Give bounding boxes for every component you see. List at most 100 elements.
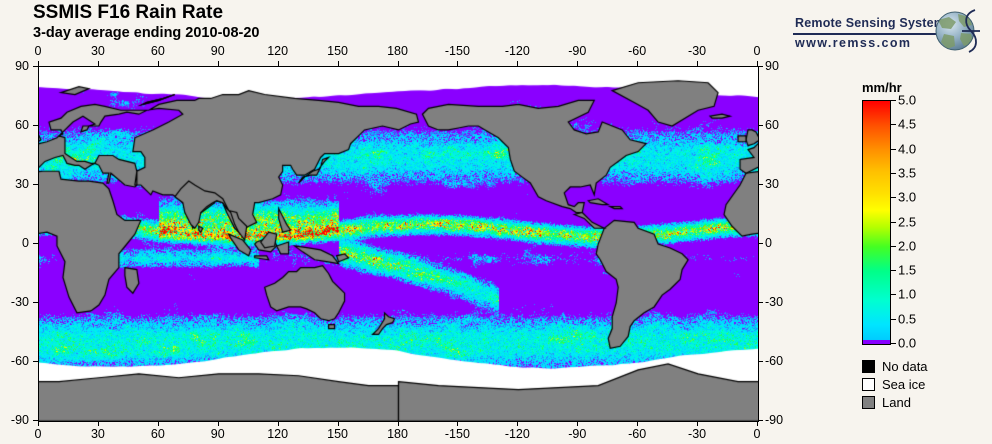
x-tick-top-10: [637, 61, 639, 66]
logo-divider: [793, 33, 941, 35]
y-tick-label-left-0: 90: [15, 59, 29, 73]
x-tick-label-top-10: -60: [628, 44, 647, 58]
x-tick-top-0: [38, 61, 39, 66]
x-tick-top-5: [337, 61, 339, 66]
x-tick-label-top-0: 0: [34, 44, 42, 58]
x-tick-label-top-3: 90: [210, 44, 225, 58]
x-tick-bottom-10: [637, 421, 639, 426]
logo-website-url: www.remss.com: [795, 36, 912, 50]
legend-label-2: Land: [882, 395, 911, 410]
colorbar-tick-9: [890, 318, 896, 320]
colorbar-tick-1: [890, 124, 896, 126]
x-tick-label-top-7: -150: [444, 44, 470, 58]
x-tick-bottom-1: [97, 421, 99, 426]
x-tick-label-bottom-9: -90: [568, 427, 587, 441]
y-tick-label-left-1: 60: [15, 118, 29, 132]
x-tick-bottom-6: [397, 421, 399, 426]
x-tick-bottom-8: [517, 421, 519, 426]
y-tick-label-right-3: 0: [765, 236, 772, 250]
colorbar-gradient: [862, 100, 891, 345]
rain-rate-map: [39, 67, 758, 421]
colorbar-tick-label-9: 0.5: [898, 311, 917, 327]
colorbar-tick-label-8: 1.0: [898, 286, 917, 302]
x-tick-top-9: [577, 61, 579, 66]
y-tick-left-4: [33, 302, 38, 303]
map-plot-area: [38, 66, 759, 422]
x-tick-bottom-0: [38, 421, 39, 426]
x-tick-bottom-4: [277, 421, 279, 426]
x-tick-label-bottom-12: 0: [753, 427, 761, 441]
x-tick-label-top-8: -120: [504, 44, 530, 58]
colorbar-tick-7: [890, 270, 896, 272]
remss-logo: Remote Sensing Systems www.remss.com: [793, 8, 985, 54]
x-tick-bottom-2: [157, 421, 159, 426]
colorbar-tick-label-5: 2.5: [898, 214, 917, 229]
y-tick-label-left-6: -90: [10, 413, 29, 427]
x-tick-top-7: [457, 61, 459, 66]
y-tick-right-4: [758, 302, 763, 303]
x-tick-label-bottom-3: 90: [210, 427, 225, 441]
x-tick-bottom-9: [577, 421, 579, 426]
y-tick-right-5: [758, 361, 763, 362]
colorbar-tick-10: [890, 343, 896, 344]
colorbar-unit-label: mm/hr: [862, 80, 902, 95]
y-tick-label-left-3: 0: [22, 236, 29, 250]
x-tick-top-1: [97, 61, 99, 66]
y-tick-right-2: [758, 184, 763, 185]
x-tick-bottom-12: [757, 421, 758, 426]
y-tick-label-right-2: 30: [765, 177, 779, 191]
x-tick-top-4: [277, 61, 279, 66]
map-panel: [38, 66, 759, 422]
colorbar-tick-8: [890, 294, 896, 296]
x-tick-bottom-5: [337, 421, 339, 426]
x-tick-label-bottom-5: 150: [327, 427, 349, 441]
x-tick-label-bottom-4: 120: [267, 427, 289, 441]
globe-icon: [935, 9, 980, 53]
colorbar-tick-6: [890, 245, 896, 247]
colorbar-tick-5: [890, 221, 896, 223]
colorbar-tick-label-7: 1.5: [898, 262, 917, 278]
x-tick-label-bottom-0: 0: [34, 427, 42, 441]
colorbar-tick-label-0: 5.0: [898, 92, 917, 108]
y-tick-label-left-5: -60: [10, 354, 29, 368]
x-tick-label-top-9: -90: [568, 44, 587, 58]
x-tick-label-top-12: 0: [753, 44, 761, 58]
legend-swatch-1: [862, 378, 875, 391]
y-tick-label-right-5: -60: [765, 354, 784, 368]
colorbar-tick-2: [890, 148, 896, 150]
x-tick-top-8: [517, 61, 519, 66]
y-tick-left-3: [33, 243, 38, 244]
x-tick-bottom-7: [457, 421, 459, 426]
y-tick-left-0: [33, 66, 38, 67]
y-tick-label-left-2: 30: [15, 177, 29, 191]
y-tick-left-2: [33, 184, 38, 185]
y-tick-left-1: [33, 125, 38, 126]
y-tick-label-right-0: 90: [765, 59, 779, 73]
x-tick-top-11: [697, 61, 699, 66]
x-tick-label-top-2: 60: [150, 44, 165, 58]
x-tick-top-3: [217, 61, 219, 66]
x-tick-label-bottom-11: -30: [688, 427, 707, 441]
x-tick-top-12: [757, 61, 758, 66]
legend-swatch-2: [862, 396, 875, 409]
x-tick-bottom-3: [217, 421, 219, 426]
y-tick-left-6: [33, 420, 38, 421]
x-tick-label-bottom-8: -120: [504, 427, 530, 441]
colorbar-tick-label-10: 0.0: [898, 335, 917, 351]
legend-item-2: Land: [862, 394, 982, 411]
x-tick-label-bottom-2: 60: [150, 427, 165, 441]
x-tick-label-bottom-7: -150: [444, 427, 470, 441]
legend-item-0: No data: [862, 358, 982, 375]
colorbar-tick-4: [890, 197, 896, 199]
legend-label-0: No data: [882, 359, 928, 374]
colorbar-tick-label-1: 4.5: [898, 116, 917, 132]
x-tick-label-top-6: 180: [387, 44, 408, 58]
x-tick-top-2: [157, 61, 159, 66]
colorbar-tick-label-6: 2.0: [898, 238, 917, 254]
page-title: SSMIS F16 Rain Rate: [33, 2, 224, 23]
legend-item-1: Sea ice: [862, 376, 982, 393]
colorbar-tick-0: [890, 100, 896, 101]
y-tick-right-1: [758, 125, 763, 126]
y-tick-label-right-6: -90: [765, 413, 784, 427]
